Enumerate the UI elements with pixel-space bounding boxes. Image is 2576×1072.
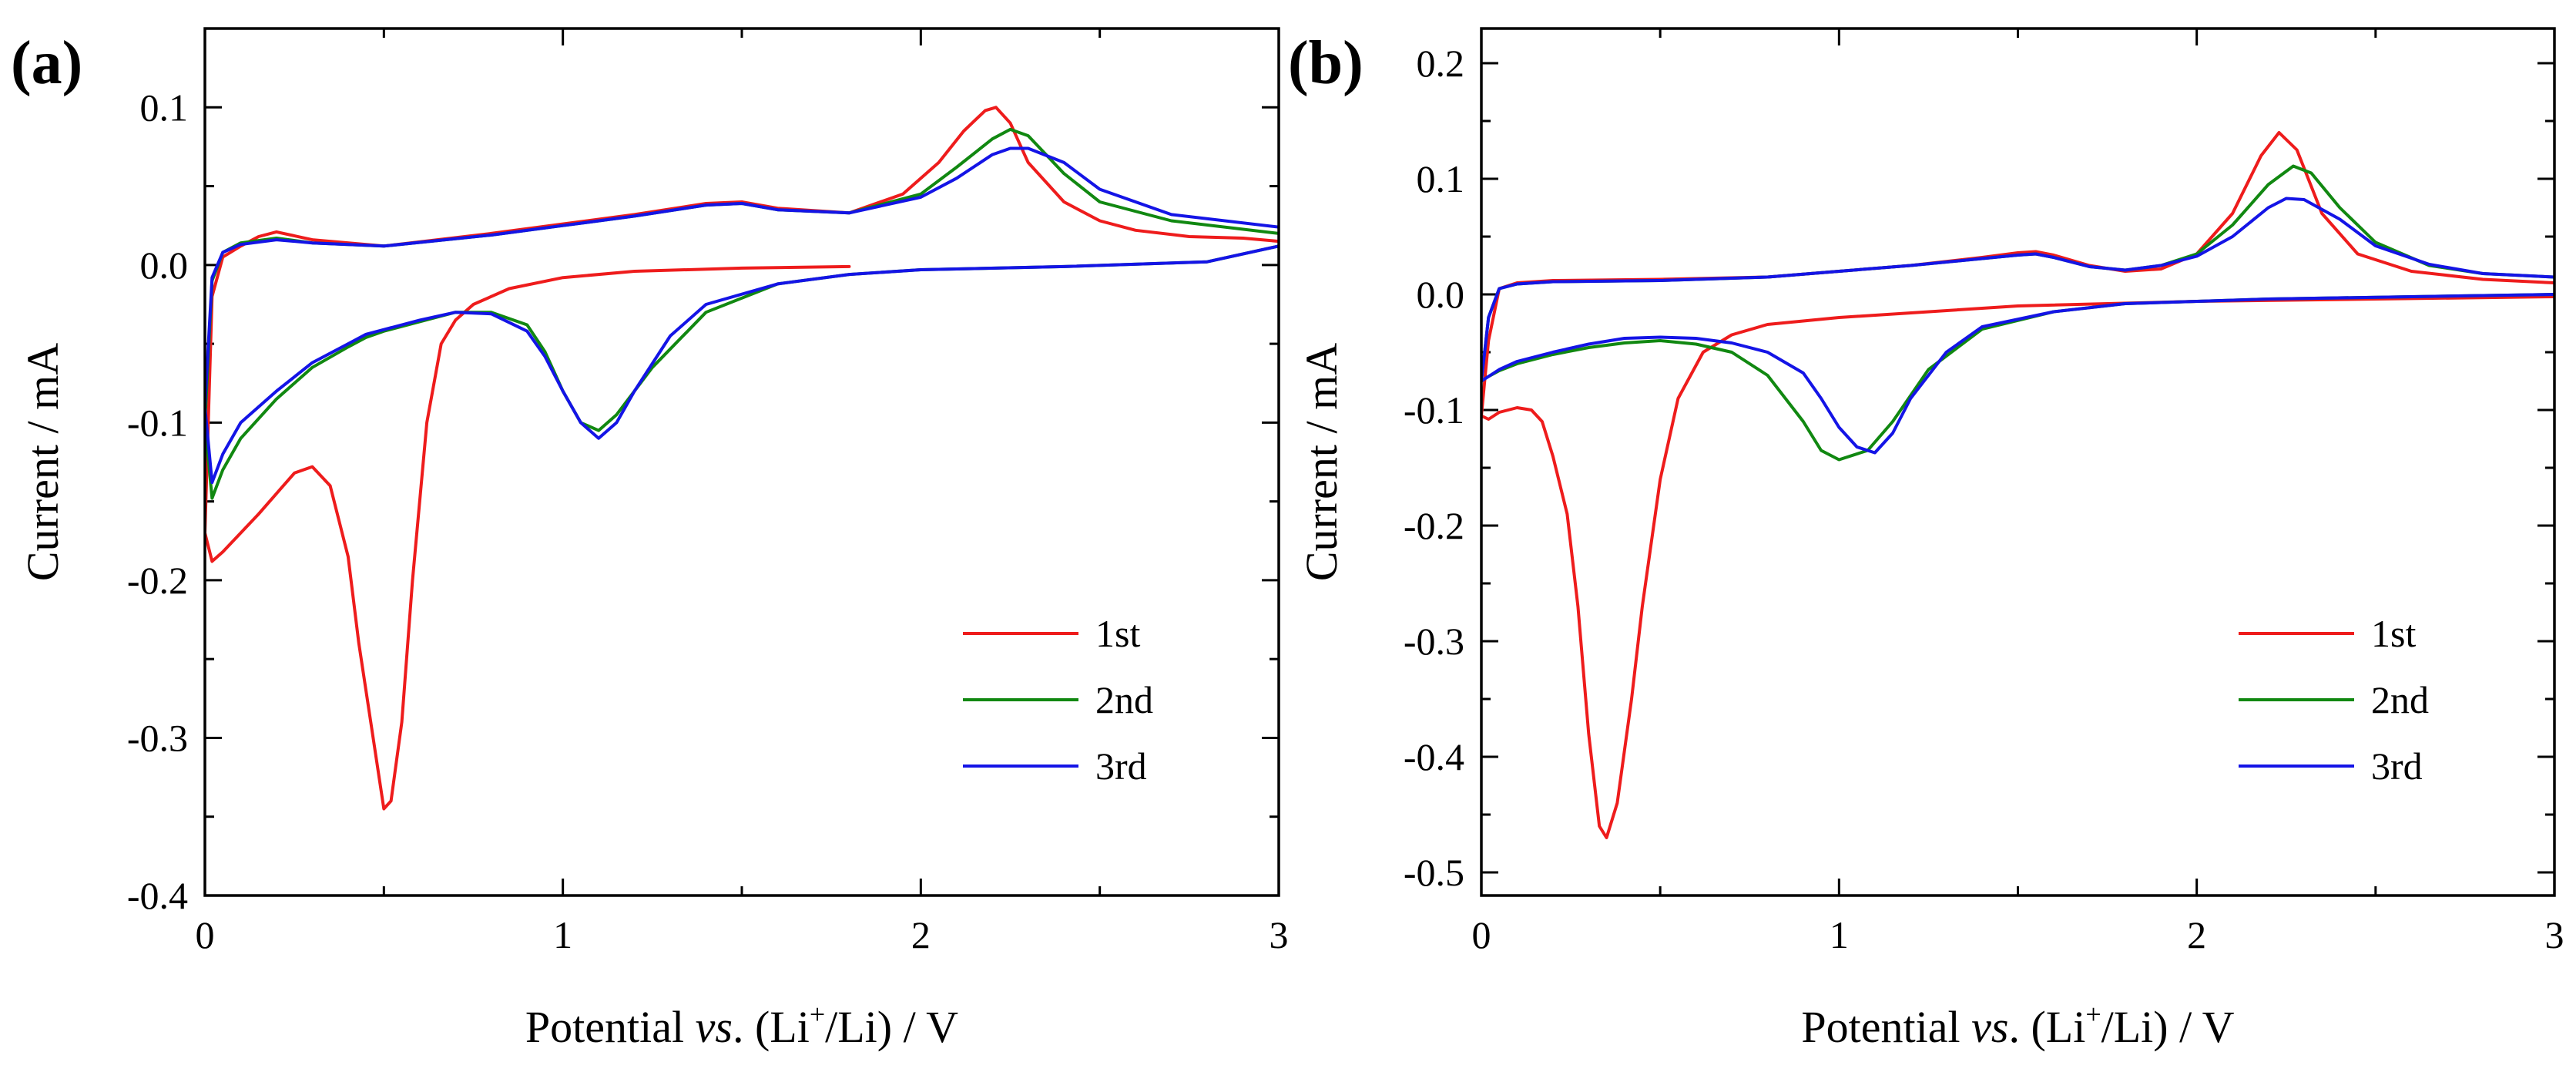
panel-label: (b) bbox=[1288, 29, 1363, 97]
legend-label: 1st bbox=[2371, 612, 2416, 655]
y-tick-label: 0.1 bbox=[1417, 157, 1465, 200]
legend-label: 1st bbox=[1095, 612, 1140, 655]
y-tick-label: -0.1 bbox=[1404, 388, 1464, 432]
x-tick-label: 3 bbox=[1270, 913, 1289, 956]
x-tick-label: 3 bbox=[2545, 913, 2564, 956]
x-axis-title: Potential vs. (Li+/Li) / V bbox=[1801, 999, 2234, 1052]
y-tick-label: -0.2 bbox=[1404, 504, 1464, 547]
y-axis-title: Current / mA bbox=[18, 343, 68, 581]
y-tick-label: -0.5 bbox=[1404, 851, 1464, 894]
series-line-2nd bbox=[205, 127, 1279, 500]
y-tick-label: -0.4 bbox=[1404, 735, 1464, 778]
y-tick-label: 0.2 bbox=[1417, 42, 1465, 85]
y-tick-label: 0.0 bbox=[140, 244, 189, 287]
legend-label: 2nd bbox=[2371, 678, 2429, 721]
y-tick-label: -0.2 bbox=[127, 559, 188, 602]
y-tick-label: -0.4 bbox=[127, 874, 188, 917]
x-tick-label: 0 bbox=[1472, 913, 1491, 956]
legend-label: 2nd bbox=[1095, 678, 1153, 721]
series-line-3rd bbox=[205, 146, 1279, 485]
legend-label: 3rd bbox=[1095, 744, 1147, 788]
y-tick-label: -0.1 bbox=[127, 401, 188, 444]
panel-b: 0 1 2 3 -0.5 -0.4 -0.3 -0.2 -0.1 0.0 0.1 0.2 1st 2nd 3… bbox=[1288, 27, 2564, 1052]
series-line-2nd bbox=[1481, 164, 2554, 462]
plot-frame bbox=[203, 27, 1280, 897]
x-tick-label: 0 bbox=[196, 913, 215, 956]
y-tick-label: -0.3 bbox=[127, 716, 188, 759]
plot-frame bbox=[1480, 27, 2556, 897]
x-tick-label: 2 bbox=[2187, 913, 2206, 956]
y-axis-title: Current / mA bbox=[1296, 343, 1347, 581]
legend-label: 3rd bbox=[2371, 744, 2423, 788]
x-tick-label: 2 bbox=[911, 913, 931, 956]
x-tick-label: 1 bbox=[553, 913, 572, 956]
y-tick-label: 0.0 bbox=[1417, 273, 1465, 316]
x-tick-label: 1 bbox=[1830, 913, 1849, 956]
panel-label: (a) bbox=[11, 29, 82, 97]
series-line-3rd bbox=[1481, 197, 2554, 455]
y-tick-label: -0.3 bbox=[1404, 620, 1464, 663]
x-axis-title: Potential vs. (Li+/Li) / V bbox=[525, 999, 958, 1052]
y-tick-label: 0.1 bbox=[140, 86, 189, 129]
panel-a: 0 1 2 3 -0.4 -0.3 -0.2 -0.1 0.0 0.1 1st 2nd 3rd (a) Cu… bbox=[11, 27, 1289, 1052]
series-line-1st bbox=[205, 106, 1279, 811]
series-line-1st bbox=[1481, 131, 2554, 839]
